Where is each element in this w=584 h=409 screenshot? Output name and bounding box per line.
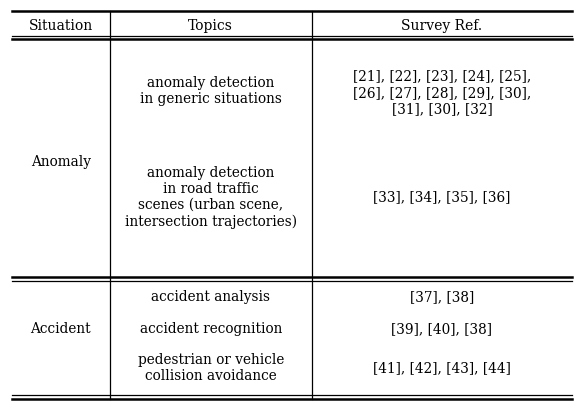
Text: Anomaly: Anomaly	[31, 154, 91, 168]
Text: Topics: Topics	[188, 19, 233, 33]
Text: [39], [40], [38]: [39], [40], [38]	[391, 321, 492, 335]
Text: anomaly detection
in generic situations: anomaly detection in generic situations	[140, 76, 281, 106]
Text: [21], [22], [23], [24], [25],
[26], [27], [28], [29], [30],
[31], [30], [32]: [21], [22], [23], [24], [25], [26], [27]…	[353, 70, 531, 116]
Text: Survey Ref.: Survey Ref.	[401, 19, 482, 33]
Text: pedestrian or vehicle
collision avoidance: pedestrian or vehicle collision avoidanc…	[137, 353, 284, 382]
Text: accident analysis: accident analysis	[151, 290, 270, 304]
Text: accident recognition: accident recognition	[140, 321, 282, 335]
Text: Accident: Accident	[30, 321, 91, 335]
Text: Situation: Situation	[29, 19, 93, 33]
Text: [33], [34], [35], [36]: [33], [34], [35], [36]	[373, 190, 510, 204]
Text: anomaly detection
in road traffic
scenes (urban scene,
intersection trajectories: anomaly detection in road traffic scenes…	[124, 165, 297, 228]
Text: [41], [42], [43], [44]: [41], [42], [43], [44]	[373, 360, 511, 374]
Text: [37], [38]: [37], [38]	[410, 290, 474, 304]
